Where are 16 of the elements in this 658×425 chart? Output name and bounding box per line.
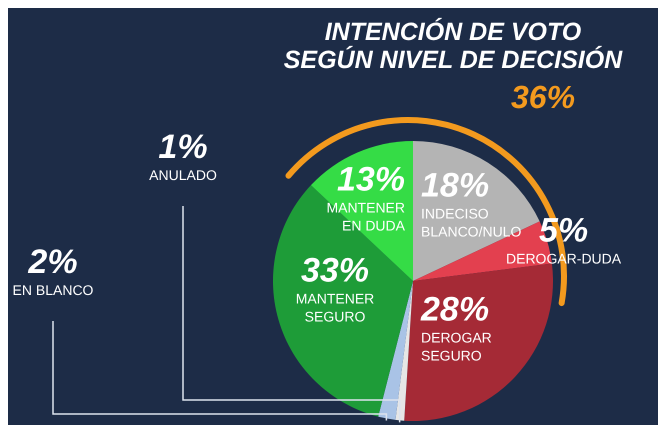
slice-label: MANTENER SEGURO: [296, 290, 374, 325]
pie-slice: [404, 263, 553, 421]
text: 36%: [510, 79, 576, 115]
slice-label: ANULADO: [149, 167, 217, 183]
slice-label: INDECISO BLANCO/NULO: [421, 205, 522, 240]
data-label: 33%: [300, 252, 370, 290]
slice-label: MANTENER EN DUDA: [326, 199, 406, 234]
data-label: 28%: [420, 290, 490, 329]
slice-label: EN BLANCO: [12, 282, 94, 298]
chart-title: INTENCIÓN DE VOTO SEGÚN NIVEL DE DECISIÓN: [284, 17, 624, 74]
data-label: 1%: [158, 128, 208, 166]
slice-label: DEROGAR SEGURO: [421, 330, 492, 364]
pie-slice: [378, 281, 413, 420]
data-label: 13%: [336, 160, 405, 198]
data-label: 18%: [421, 166, 490, 204]
data-label: 2%: [27, 243, 78, 281]
